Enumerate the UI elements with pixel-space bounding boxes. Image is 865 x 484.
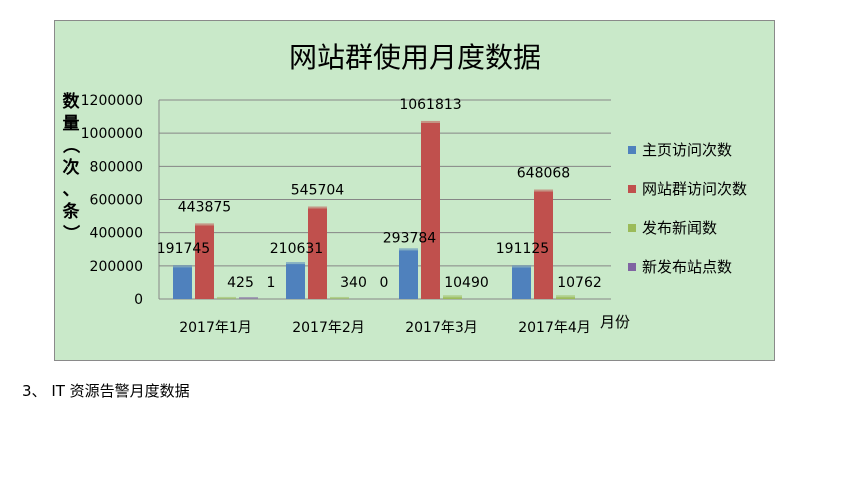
chart-area: 网站群使用月度数据 0 200000 400000 600000 800000 100000… bbox=[54, 20, 775, 361]
bar-1 bbox=[173, 267, 192, 299]
data-label: 1061813 bbox=[399, 97, 461, 113]
bar-top-edge bbox=[534, 189, 553, 192]
y-tick-label: 800000 bbox=[90, 159, 143, 175]
data-label: 191125 bbox=[496, 241, 549, 257]
chart-svg: 网站群使用月度数据 0 200000 400000 600000 800000 100000… bbox=[60, 41, 747, 336]
legend-label: 发布新闻数 bbox=[642, 219, 717, 237]
y-tick-label: 600000 bbox=[90, 193, 143, 209]
legend-swatch bbox=[628, 263, 636, 271]
x-tick-label: 2017年1月 bbox=[179, 320, 252, 336]
x-tick-label: 2017年2月 bbox=[292, 320, 365, 336]
bar-1 bbox=[286, 264, 305, 299]
y-axis-label-char: 次 bbox=[63, 157, 80, 178]
bar-1 bbox=[512, 267, 531, 299]
bar-1 bbox=[399, 250, 418, 299]
data-label: 425 bbox=[227, 275, 254, 291]
bar-2 bbox=[195, 225, 214, 299]
legend-swatch bbox=[628, 146, 636, 154]
chart-title: 网站群使用月度数据 bbox=[289, 41, 541, 74]
legend-swatch bbox=[628, 224, 636, 232]
legend-label: 主页访问次数 bbox=[642, 141, 732, 159]
x-tick-label: 2017年4月 bbox=[518, 320, 591, 336]
legend-swatch bbox=[628, 185, 636, 193]
y-tick-label: 400000 bbox=[90, 226, 143, 242]
y-tick-label: 200000 bbox=[90, 259, 143, 275]
data-label: 293784 bbox=[383, 230, 437, 246]
y-tick-label: 1000000 bbox=[81, 126, 143, 142]
bar-3 bbox=[443, 297, 462, 299]
section-heading: 3、 IT 资源告警月度数据 bbox=[22, 380, 190, 401]
bar-top-edge bbox=[239, 296, 258, 299]
section-title: IT 资源告警月度数据 bbox=[51, 382, 190, 400]
bar-top-edge bbox=[421, 120, 440, 123]
legend-label: 网站群访问次数 bbox=[642, 180, 747, 198]
bar-2 bbox=[308, 208, 327, 299]
bar-top-edge bbox=[286, 262, 305, 265]
bar-top-edge bbox=[308, 206, 327, 209]
bar-2 bbox=[421, 122, 440, 299]
bar-top-edge bbox=[173, 265, 192, 268]
legend-label: 新发布站点数 bbox=[642, 258, 732, 276]
y-axis-label-char: 量 bbox=[63, 113, 80, 134]
data-label: 1 bbox=[267, 275, 276, 291]
bar-top-edge bbox=[195, 223, 214, 226]
section-number: 3、 bbox=[22, 382, 47, 400]
y-axis-label-char: 数 bbox=[63, 91, 81, 112]
bar-2 bbox=[534, 191, 553, 299]
data-label: 0 bbox=[380, 275, 389, 291]
y-tick-label: 1200000 bbox=[81, 93, 143, 109]
y-axis-label-char: 、 bbox=[63, 180, 80, 200]
bar-top-edge bbox=[330, 296, 349, 299]
y-axis-label-char: （ bbox=[60, 137, 81, 154]
data-label: 191745 bbox=[157, 241, 210, 257]
y-axis-label-char: 条 bbox=[62, 201, 81, 222]
bar-top-edge bbox=[217, 296, 236, 299]
bar-top-edge bbox=[512, 265, 531, 268]
x-tick-label: 2017年3月 bbox=[405, 320, 478, 336]
bar-top-edge bbox=[399, 248, 418, 251]
x-axis-label: 月份 bbox=[600, 313, 630, 331]
data-label: 340 bbox=[340, 275, 367, 291]
y-axis-label-char: ） bbox=[60, 225, 81, 242]
data-label: 443875 bbox=[178, 199, 231, 215]
bar-top-edge bbox=[443, 295, 462, 298]
data-label: 10762 bbox=[557, 275, 602, 291]
y-tick-label: 0 bbox=[134, 292, 143, 308]
bar-3 bbox=[556, 297, 575, 299]
bar-top-edge bbox=[556, 295, 575, 298]
data-label: 210631 bbox=[270, 241, 323, 257]
data-label: 545704 bbox=[291, 183, 345, 199]
data-label: 648068 bbox=[517, 166, 570, 182]
data-label: 10490 bbox=[444, 275, 489, 291]
